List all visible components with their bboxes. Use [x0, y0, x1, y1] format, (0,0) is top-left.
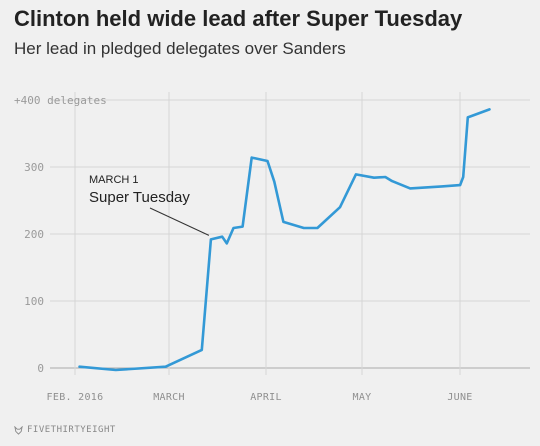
y-tick-label: 100	[24, 295, 44, 308]
series-line-0	[78, 108, 491, 372]
chart-title: Clinton held wide lead after Super Tuesd…	[14, 6, 463, 31]
annotation-big-label: Super Tuesday	[89, 189, 190, 206]
x-tick-label: JUNE	[447, 392, 472, 403]
x-tick-label: MAY	[353, 392, 372, 403]
x-tick-label: FEB. 2016	[47, 392, 104, 403]
fox-icon	[14, 425, 23, 435]
chart-subtitle: Her lead in pledged delegates over Sande…	[14, 39, 346, 58]
annotation-small-label: MARCH 1	[89, 174, 139, 186]
y-tick-labels: 0 100 200 300 +400 delegates	[14, 94, 107, 375]
annotation-leader-line	[149, 207, 210, 236]
footer-brand-text: FIVETHIRTYEIGHT	[27, 425, 116, 435]
x-tick-label: APRIL	[250, 392, 282, 403]
annotation-layer: MARCH 1 Super Tuesday	[89, 174, 210, 236]
series-layer	[78, 108, 491, 372]
y-tick-label: 0	[37, 362, 44, 375]
footer-brand: FIVETHIRTYEIGHT	[14, 425, 116, 435]
y-tick-label: 300	[24, 161, 44, 174]
y-top-label: +400 delegates	[14, 94, 107, 107]
x-tick-labels: FEB. 2016 MARCH APRIL MAY JUNE	[47, 392, 473, 403]
x-tick-label: MARCH	[153, 392, 185, 403]
grid-layer	[50, 92, 530, 375]
y-tick-label: 200	[24, 228, 44, 241]
